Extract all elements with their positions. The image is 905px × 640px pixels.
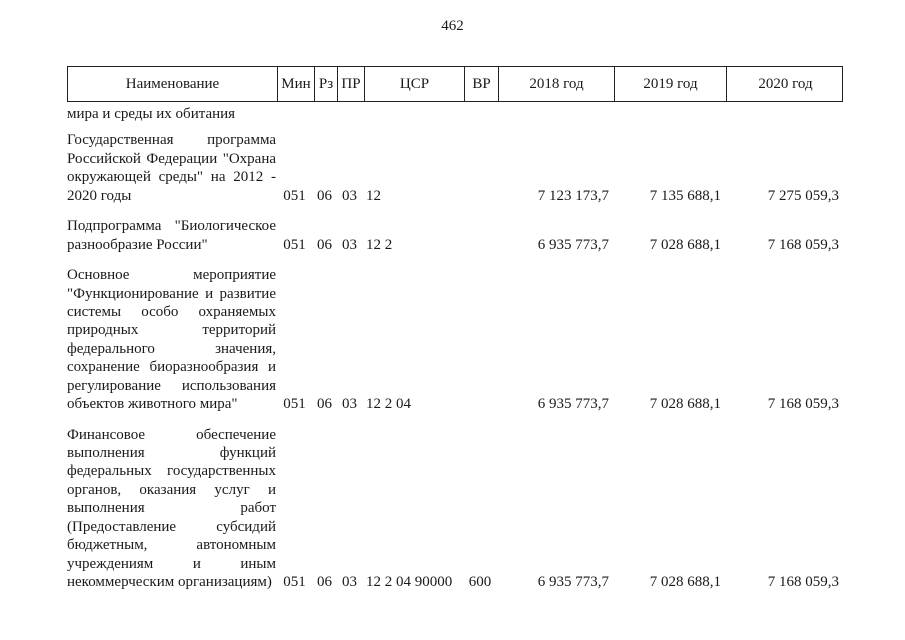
column-header-name: Наименование	[125, 75, 220, 92]
column-header-csr: ЦСР	[364, 67, 464, 101]
row-2019-value: 7 028 688,1	[649, 236, 721, 253]
row-vr-code	[463, 204, 497, 205]
row-rz-code: 06	[317, 236, 332, 253]
row-csr-code: 12 2 04 90000	[366, 574, 453, 591]
row-2020-value: 7 168 059,3	[767, 396, 839, 413]
row-rz-code: 06	[317, 187, 332, 204]
row-vr-code	[463, 253, 497, 254]
row-2020-value: 7 275 059,3	[767, 187, 839, 204]
table-row: Основное мероприятие "Функционирование и…	[67, 266, 843, 414]
row-name: Государственная программа Российской Фед…	[67, 132, 276, 204]
table-row: Подпрограмма "Биологическое разнообразие…	[67, 217, 843, 254]
row-2018-value: 6 935 773,7	[537, 236, 609, 253]
row-2019-value: 7 028 688,1	[649, 396, 721, 413]
row-rz-code: 06	[317, 574, 332, 591]
row-vr-code: 600	[468, 574, 492, 591]
row-pr-code: 03	[342, 236, 357, 253]
row-pr-code: 03	[342, 574, 357, 591]
row-csr-code: 12 2 04	[366, 396, 411, 413]
row-min-code: 051	[283, 574, 306, 591]
column-header-rz: Рз	[314, 67, 337, 101]
table-row: Финансовое обеспечение выполнения функци…	[67, 426, 843, 592]
table-header-row: Наименование Мин Рз ПР ЦСР ВР 2018 год 2…	[67, 66, 843, 102]
row-csr-code: 12 2	[366, 236, 393, 253]
row-rz-code: 06	[317, 396, 332, 413]
column-header-pr: ПР	[337, 67, 364, 101]
row-2018-value: 6 935 773,7	[537, 574, 609, 591]
carryover-text: мира и среды их обитания	[67, 106, 236, 122]
budget-table: Наименование Мин Рз ПР ЦСР ВР 2018 год 2…	[67, 66, 843, 592]
row-name: Подпрограмма "Биологическое разнообразие…	[67, 218, 276, 253]
row-min-code: 051	[283, 187, 306, 204]
row-2018-value: 6 935 773,7	[537, 396, 609, 413]
column-header-2018: 2018 год	[498, 67, 614, 101]
column-header-min: Мин	[277, 67, 314, 101]
row-2018-value: 7 123 173,7	[537, 187, 609, 204]
row-2019-value: 7 135 688,1	[649, 187, 721, 204]
row-2019-value: 7 028 688,1	[649, 574, 721, 591]
table-body: Государственная программа Российской Фед…	[67, 131, 843, 591]
page-number: 462	[441, 18, 464, 34]
column-header-2020: 2020 год	[726, 67, 844, 101]
column-header-2019: 2019 год	[614, 67, 726, 101]
row-name: Основное мероприятие "Функционирование и…	[67, 267, 276, 413]
row-vr-code	[463, 413, 497, 414]
row-2020-value: 7 168 059,3	[767, 574, 839, 591]
table-row: Государственная программа Российской Фед…	[67, 131, 843, 205]
row-csr-code: 12	[366, 187, 381, 204]
row-min-code: 051	[283, 396, 306, 413]
row-pr-code: 03	[342, 187, 357, 204]
column-header-vr: ВР	[464, 67, 498, 101]
row-min-code: 051	[283, 236, 306, 253]
row-name: Финансовое обеспечение выполнения функци…	[67, 426, 276, 591]
row-2020-value: 7 168 059,3	[767, 236, 839, 253]
row-pr-code: 03	[342, 396, 357, 413]
